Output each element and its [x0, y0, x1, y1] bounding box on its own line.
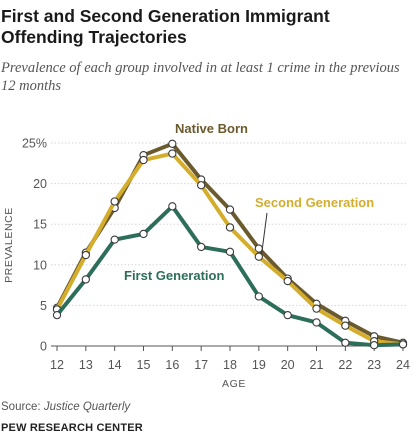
- data-point-first-generation-15: [139, 229, 148, 239]
- data-point-second-generation-14: [110, 197, 119, 206]
- source-label: Source:: [1, 401, 41, 413]
- data-point-first-generation-19: [254, 292, 263, 301]
- second-generation-leader-line: [261, 212, 268, 254]
- x-tick-label-14: 14: [108, 358, 122, 372]
- line-chart: 0 5 10 15 20 25% 12 13 14 15 16 17 18 19 20 21 22 23 24 AGE…: [3, 121, 410, 391]
- data-point-first-generation-14: [110, 235, 119, 244]
- brand-label: PEW RESEARCH CENTER: [1, 422, 143, 434]
- data-point-second-generation-17: [197, 181, 206, 190]
- series-label-first-generation: First Generation: [124, 268, 224, 283]
- chart-subtitle: Prevalence of each group involved in at …: [1, 60, 400, 94]
- data-point-native-born-19: [254, 244, 263, 253]
- data-point-native-born-16: [168, 139, 177, 148]
- x-tick-label-23: 23: [367, 358, 381, 372]
- data-point-second-generation-22: [341, 321, 350, 330]
- data-point-first-generation-21: [312, 318, 321, 327]
- x-tick-label-24: 24: [396, 358, 410, 372]
- data-point-first-generation-18: [225, 247, 235, 256]
- data-point-first-generation-12: [52, 310, 62, 320]
- data-point-first-generation-16: [168, 202, 177, 211]
- source-note: Source: Justice Quarterly: [1, 401, 130, 413]
- data-point-second-generation-21: [312, 304, 321, 313]
- x-tick-label-12: 12: [50, 358, 64, 372]
- series-label-second-generation: Second Generation: [255, 195, 374, 210]
- label-layer: Native Born Second Generation First Genera…: [124, 121, 374, 283]
- chart-title: First and Second Generation Immigrant Of…: [1, 6, 330, 47]
- x-tick-label-18: 18: [223, 358, 237, 372]
- source-publication: Justice Quarterly: [43, 401, 131, 413]
- x-axis-label: AGE: [222, 378, 246, 390]
- x-tick-label-13: 13: [79, 358, 93, 372]
- data-point-first-generation-24: [398, 340, 408, 349]
- data-point-second-generation-18: [225, 223, 235, 232]
- x-tick-label-17: 17: [194, 358, 208, 372]
- y-tick-label-5: 5: [40, 299, 47, 313]
- data-point-first-generation-22: [341, 338, 350, 347]
- data-point-second-generation-15: [139, 155, 148, 165]
- data-point-first-generation-20: [283, 310, 292, 320]
- data-point-first-generation-17: [197, 242, 206, 252]
- x-tick-label-20: 20: [281, 358, 295, 372]
- data-point-first-generation-23: [370, 341, 379, 350]
- series-line-native-born: [55, 141, 405, 345]
- data-point-second-generation-20: [283, 276, 292, 286]
- y-tick-label-20: 20: [33, 177, 47, 191]
- data-point-second-generation-16: [168, 149, 177, 158]
- x-tick-label-15: 15: [137, 358, 151, 372]
- y-tick-label-15: 15: [33, 218, 47, 232]
- data-point-second-generation-13: [81, 250, 90, 260]
- y-tick-label-25: 25%: [22, 137, 47, 151]
- x-tick-label-22: 22: [338, 358, 352, 372]
- y-tick-label-0: 0: [40, 340, 47, 354]
- x-tick-label-19: 19: [252, 358, 266, 372]
- data-point-second-generation-19: [254, 252, 263, 261]
- x-tick-label-16: 16: [165, 358, 179, 372]
- series-label-native-born: Native Born: [175, 121, 248, 136]
- data-point-native-born-18: [225, 205, 235, 214]
- data-point-first-generation-13: [81, 275, 90, 284]
- y-axis-label: PREVALENCE: [3, 207, 15, 283]
- axis-layer: 0 5 10 15 20 25% 12 13 14 15 16 17 18 19 20 21 22 23 24 AGE…: [3, 137, 410, 391]
- y-tick-label-10: 10: [33, 258, 47, 272]
- x-tick-label-21: 21: [310, 358, 324, 372]
- series-layer: [52, 139, 408, 350]
